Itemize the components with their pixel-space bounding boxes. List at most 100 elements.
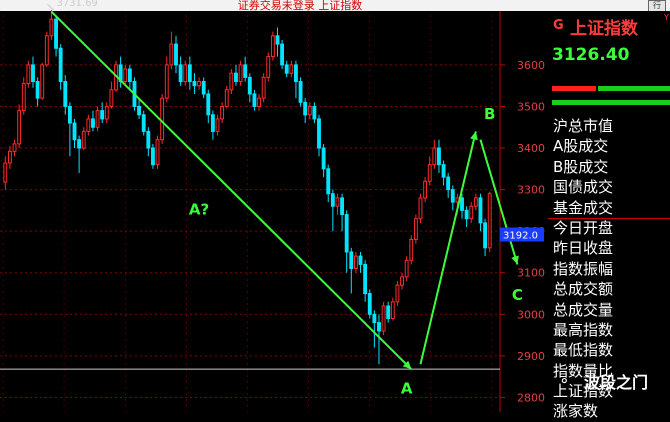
candle-up: [17, 110, 22, 145]
window-title: 证券交易未登录 上证指数: [237, 0, 363, 12]
candle-up: [418, 197, 423, 220]
candles: [3, 10, 492, 365]
candle-down: [234, 72, 238, 83]
trendline: [419, 131, 477, 365]
y-tick-label: 3400: [517, 142, 545, 155]
candle-down: [478, 197, 483, 224]
candle-up: [266, 56, 271, 78]
candle-up: [353, 255, 358, 270]
stat-item[interactable]: 指数量比: [553, 361, 614, 380]
candle-down: [377, 322, 381, 332]
candle-up: [257, 97, 261, 107]
candle-down: [247, 76, 252, 95]
candle-down: [127, 68, 132, 83]
candle-down: [460, 197, 464, 211]
wave-label: C: [512, 286, 523, 304]
candle-up: [423, 180, 428, 199]
candle-up: [335, 197, 340, 207]
candle-down: [464, 209, 469, 220]
stat-item[interactable]: 最高指数: [553, 320, 614, 339]
candle-up: [215, 118, 220, 132]
index-name-superscript: Y: [664, 13, 669, 22]
candle-up: [473, 197, 478, 207]
candle-down: [367, 293, 372, 315]
peak-marker: 3731.69: [47, 0, 98, 11]
candle-down: [483, 222, 488, 249]
candle-down: [206, 93, 211, 116]
stat-item[interactable]: 最低指数: [553, 341, 614, 360]
candle-down: [372, 313, 377, 324]
candle-down: [67, 105, 72, 124]
candle-down: [178, 64, 183, 83]
trendline: [479, 139, 519, 265]
candle-down: [275, 35, 280, 45]
candle-down: [317, 118, 321, 149]
candle-down: [58, 47, 63, 83]
watermark: ⚬ 波段之门: [552, 368, 670, 392]
candlestick-chart: A?BCA 3600350034003300320031003000290028…: [0, 0, 545, 412]
wave-label: A?: [189, 201, 209, 219]
stat-item[interactable]: 基金成交: [553, 198, 614, 217]
volume-bar-red: [552, 86, 596, 91]
trendline: [50, 10, 412, 370]
candle-up: [261, 76, 266, 99]
candle-down: [54, 18, 58, 49]
candle-down: [284, 64, 289, 74]
watermark-text: 波段之门: [584, 373, 649, 392]
candle-down: [303, 101, 308, 116]
candle-down: [344, 214, 349, 253]
stat-item[interactable]: 今日开盘: [548, 217, 670, 238]
wave-label: A: [401, 379, 413, 397]
y-tick-label: 2900: [517, 350, 545, 363]
candle-up: [26, 64, 31, 85]
candle-down: [298, 81, 303, 103]
y-tick-label: 3300: [517, 184, 545, 197]
candle-up: [44, 35, 49, 66]
stat-item[interactable]: 上证指数: [553, 382, 614, 401]
candle-down: [386, 305, 391, 319]
candle-up: [155, 139, 160, 166]
candle-down: [243, 64, 248, 78]
trendline-arrowhead: [470, 131, 478, 141]
candle-down: [437, 147, 441, 166]
candle-down: [100, 110, 105, 120]
candle-up: [270, 35, 275, 58]
candle-up: [86, 118, 91, 132]
candle-down: [252, 93, 257, 107]
candle-up: [469, 205, 474, 220]
candle-up: [160, 97, 165, 141]
trendlines: [50, 10, 519, 370]
candle-up: [238, 64, 243, 83]
candle-up: [123, 68, 128, 83]
current-price-label: 3192.0: [503, 230, 538, 241]
stat-item[interactable]: 沪总市值: [553, 117, 614, 135]
candle-down: [358, 255, 363, 265]
stat-item[interactable]: B股成交: [553, 157, 609, 176]
candle-down: [340, 197, 345, 216]
candle-down: [31, 64, 35, 83]
stat-item[interactable]: 指数振幅: [553, 259, 614, 278]
candle-up: [7, 150, 12, 164]
stat-item[interactable]: 昨日收盘: [553, 239, 614, 258]
candle-down: [150, 147, 155, 166]
candle-down: [201, 81, 206, 95]
wechat-icon: ⚬: [558, 372, 571, 390]
volume-bar-green: [598, 86, 670, 91]
candle-down: [363, 263, 368, 295]
stat-item[interactable]: A股成交: [553, 137, 609, 156]
candle-down: [446, 176, 451, 191]
stat-item[interactable]: 国债成交: [553, 178, 614, 197]
candle-down: [192, 81, 197, 87]
y-tick-label: 3000: [517, 308, 545, 321]
candle-up: [104, 105, 109, 120]
y-tick-label: 3100: [517, 267, 545, 280]
candle-down: [187, 64, 192, 83]
stat-item[interactable]: 总成交量: [553, 300, 614, 319]
candle-down: [349, 251, 354, 270]
stat-item[interactable]: 总成交额: [553, 280, 614, 299]
y-tick-label: 3600: [517, 59, 545, 72]
candle-down: [35, 81, 40, 99]
candle-up: [395, 284, 400, 303]
candle-up: [413, 218, 418, 240]
candle-up: [169, 43, 174, 66]
